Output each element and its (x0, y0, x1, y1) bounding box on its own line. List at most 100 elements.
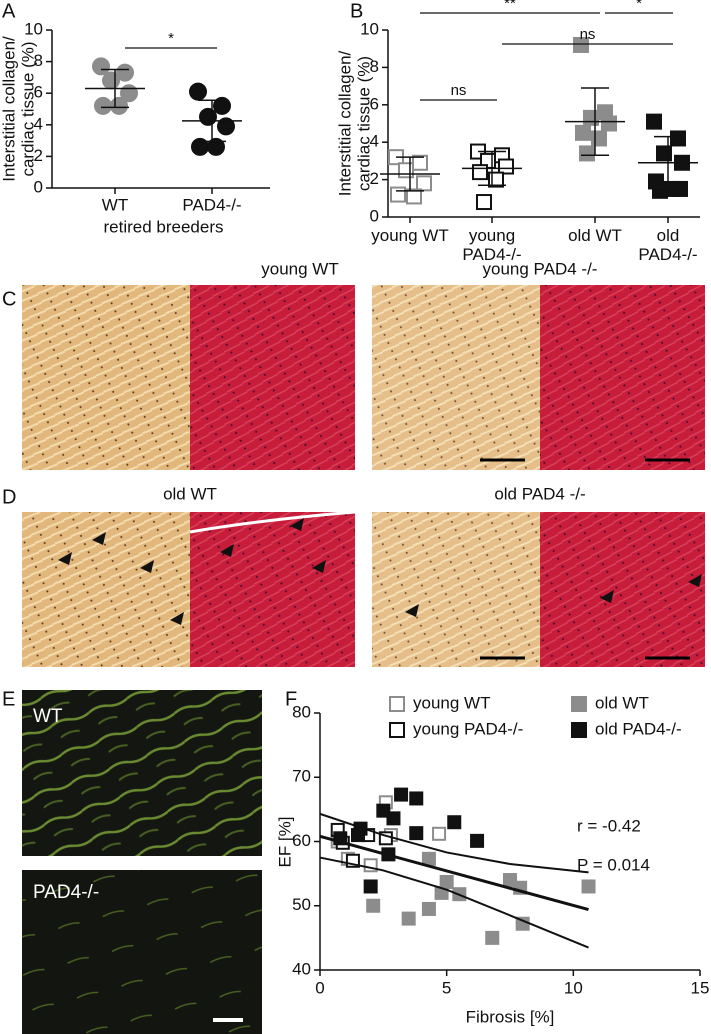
micrograph-d (22, 510, 705, 667)
data-point (363, 879, 378, 894)
data-point (92, 57, 110, 76)
y-tick-label: 4 (34, 114, 43, 133)
y-axis-label: Interstitial collagen/ (335, 50, 354, 196)
x-tick-label: 0 (315, 978, 324, 997)
data-point (503, 873, 517, 888)
y-tick-label: 0 (370, 206, 379, 225)
legend-label: young WT (413, 693, 490, 712)
y-axis-label: cardiac tissue (%) (18, 41, 37, 176)
legend-swatch (571, 722, 587, 738)
y-tick-label: 60 (292, 831, 311, 850)
y-tick-label: 10 (24, 19, 43, 38)
y-axis-label: EF [%] (275, 816, 294, 867)
x-tick-label: WT (102, 195, 128, 214)
data-point (217, 117, 235, 136)
x-axis-label: retired breeders (103, 217, 223, 236)
micrograph-title: old PAD4 -/- (494, 484, 585, 503)
significance-label: ns (580, 26, 596, 43)
y-tick-label: 0 (34, 177, 43, 196)
y-tick-label: 2 (34, 146, 43, 165)
x-tick-label: 10 (564, 978, 583, 997)
data-point (390, 186, 406, 203)
x-axis-label: Fibrosis [%] (466, 1007, 555, 1026)
confidence-band (319, 812, 589, 874)
data-point (199, 107, 217, 126)
legend-label: young PAD4-/- (413, 719, 523, 738)
y-tick-label: 4 (370, 132, 379, 151)
data-point (498, 158, 514, 175)
y-tick-label: 70 (292, 767, 311, 786)
data-point (583, 109, 599, 126)
data-point (110, 96, 128, 115)
data-point (656, 145, 672, 162)
y-tick-label: 8 (34, 51, 43, 70)
data-point (94, 96, 112, 115)
micrograph-c (22, 285, 705, 470)
data-point (573, 36, 589, 53)
data-point (189, 82, 207, 101)
y-axis-label: cardiac tissue (%) (354, 56, 373, 191)
y-tick-label: 8 (370, 57, 379, 76)
micrograph-title: old WT (163, 484, 217, 503)
regression-line (319, 834, 589, 912)
data-point (432, 826, 447, 841)
data-point (421, 851, 436, 866)
data-point (213, 96, 231, 115)
data-point (116, 63, 134, 82)
y-tick-label: 80 (292, 702, 311, 721)
data-point (376, 803, 391, 818)
significance-label: ns (451, 82, 467, 99)
x-tick-label: old WT (568, 226, 622, 245)
data-point (472, 164, 488, 181)
legend-swatch (389, 696, 405, 712)
y-tick-label: 10 (360, 19, 379, 38)
legend-swatch (571, 696, 587, 712)
legend-label: old PAD4-/- (595, 719, 682, 738)
significance-label: * (636, 0, 642, 12)
data-point (398, 162, 414, 179)
annotation: P = 0.014 (577, 855, 650, 874)
significance-label: ** (504, 0, 516, 12)
data-point (591, 130, 607, 147)
x-tick-label: young PAD4-/- (462, 226, 522, 264)
micrograph-e (22, 690, 262, 1034)
micrograph-title: young PAD4 -/- (483, 259, 598, 278)
panel-letter: D (2, 486, 16, 508)
data-point (351, 828, 365, 843)
y-tick-label: 6 (370, 94, 379, 113)
data-point (646, 113, 662, 130)
data-point (470, 833, 485, 848)
data-point (409, 826, 424, 841)
y-tick-label: 2 (370, 169, 379, 188)
data-point (102, 71, 120, 90)
data-point (409, 791, 424, 806)
micrograph-title: young WT (261, 259, 338, 278)
y-axis-label: Interstitial collagen/ (0, 36, 18, 182)
micrograph-label: PAD4-/- (33, 882, 99, 903)
data-point (601, 115, 617, 132)
x-tick-label: 5 (442, 978, 451, 997)
data-point (575, 124, 591, 141)
x-tick-label: 15 (691, 978, 710, 997)
data-point (394, 787, 409, 802)
y-tick-label: 6 (34, 83, 43, 102)
panel-letter: B (350, 0, 363, 22)
panel-letter: C (2, 288, 16, 310)
legend-label: old WT (595, 693, 649, 712)
data-point (579, 145, 595, 162)
confidence-band (319, 856, 589, 949)
panel-letter: F (285, 688, 297, 710)
micrograph-label: WT (33, 706, 63, 727)
data-point (652, 182, 668, 199)
x-tick-label: young WT (371, 226, 449, 245)
data-point (366, 898, 381, 913)
x-tick-label: old PAD4-/- (638, 226, 698, 264)
data-point (581, 879, 596, 894)
data-point (401, 911, 416, 926)
panel-letter: E (2, 688, 15, 710)
legend-swatch (389, 722, 405, 738)
data-point (485, 930, 500, 945)
y-tick-label: 50 (292, 895, 311, 914)
